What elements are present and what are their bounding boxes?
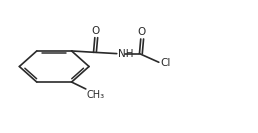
Text: O: O	[137, 27, 145, 37]
Text: O: O	[91, 26, 99, 36]
Text: CH₃: CH₃	[87, 90, 105, 100]
Text: NH: NH	[118, 49, 134, 59]
Text: Cl: Cl	[161, 58, 171, 68]
